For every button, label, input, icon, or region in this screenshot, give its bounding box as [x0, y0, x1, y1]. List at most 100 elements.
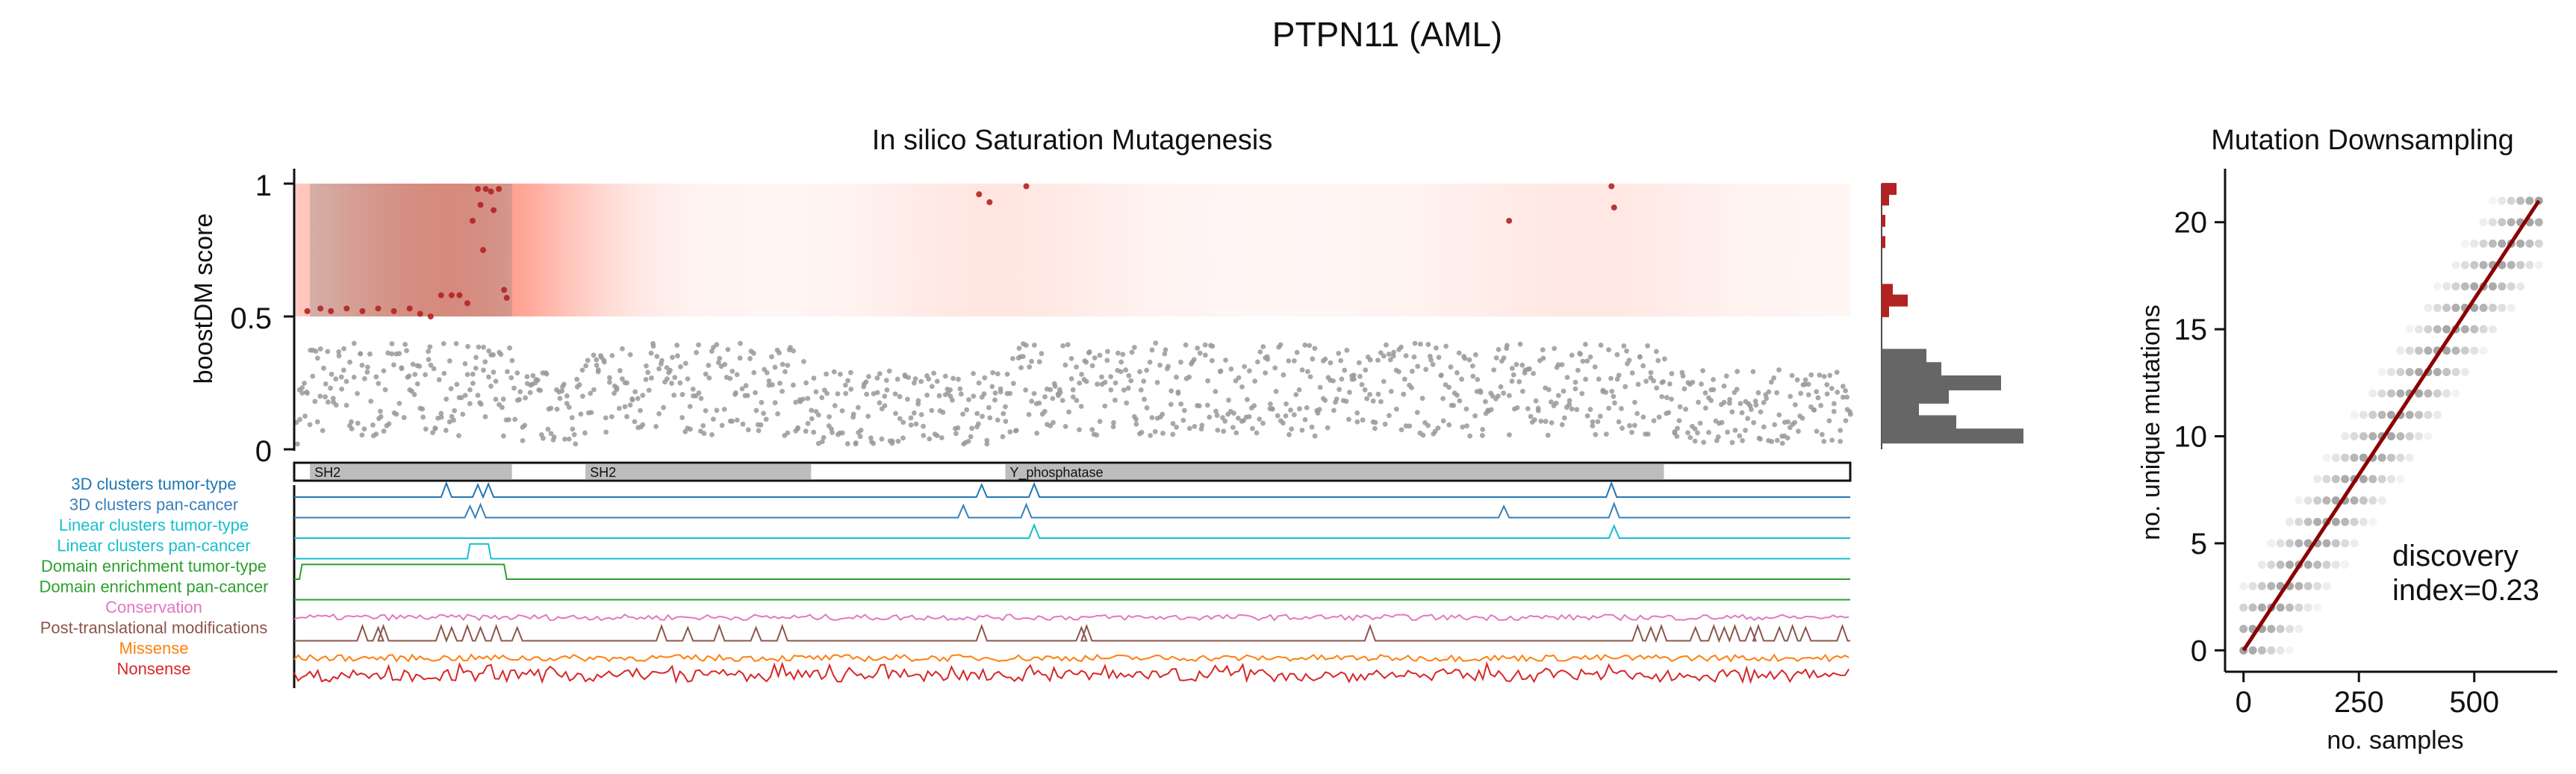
- passenger-point: [1351, 376, 1357, 382]
- score-histogram: [1881, 183, 2023, 449]
- downsampling-panel: Mutation Downsampling no. unique mutatio…: [2137, 125, 2557, 755]
- passenger-point: [1312, 346, 1318, 352]
- downsample-point: [2433, 367, 2442, 376]
- passenger-point: [1584, 413, 1590, 419]
- passenger-point: [1696, 399, 1701, 405]
- passenger-point: [1681, 386, 1687, 392]
- passenger-point: [1007, 429, 1013, 435]
- passenger-point: [1233, 430, 1239, 436]
- driver-point: [1611, 205, 1617, 211]
- downsample-point: [2516, 196, 2525, 205]
- passenger-point: [1438, 372, 1444, 378]
- passenger-point: [1192, 423, 1198, 429]
- passenger-point: [1293, 392, 1299, 398]
- passenger-point: [1776, 367, 1782, 372]
- driver-point: [375, 305, 382, 312]
- passenger-point: [336, 353, 342, 359]
- downsample-point: [2479, 218, 2488, 227]
- downsample-point: [2295, 517, 2303, 526]
- passenger-point: [576, 382, 582, 387]
- downsample-point: [2322, 561, 2331, 569]
- downsample-point: [2387, 432, 2395, 441]
- passenger-point: [1412, 340, 1418, 346]
- passenger-point: [1378, 399, 1384, 405]
- passenger-point: [603, 429, 609, 435]
- passenger-point: [1110, 424, 1116, 430]
- hist-passenger-bar: [1882, 428, 2023, 444]
- downsample-point: [2451, 303, 2460, 312]
- passenger-point: [1533, 398, 1539, 404]
- passenger-point: [338, 374, 344, 380]
- passenger-point: [1283, 413, 1289, 419]
- passenger-point: [591, 352, 597, 358]
- passenger-point: [924, 392, 930, 398]
- downsample-point: [2525, 260, 2534, 269]
- passenger-point: [1675, 425, 1680, 431]
- passenger-point: [573, 441, 579, 447]
- passenger-point: [1027, 364, 1033, 370]
- passenger-point: [1307, 343, 1313, 349]
- passenger-point: [607, 375, 612, 381]
- passenger-point: [458, 395, 464, 401]
- passenger-point: [1198, 426, 1204, 432]
- passenger-point: [747, 356, 753, 361]
- driver-point: [488, 188, 494, 195]
- passenger-point: [508, 375, 514, 381]
- passenger-point: [1174, 374, 1179, 380]
- downsample-point: [2350, 517, 2359, 526]
- passenger-point: [714, 342, 720, 348]
- passenger-point: [1393, 406, 1399, 412]
- passenger-point: [1472, 413, 1478, 419]
- passenger-point: [520, 437, 526, 443]
- downsample-point: [2359, 496, 2368, 505]
- driver-point: [448, 292, 455, 299]
- passenger-point: [632, 419, 638, 425]
- passenger-point: [1435, 425, 1441, 431]
- downsample-point: [2239, 625, 2248, 634]
- passenger-point: [1296, 387, 1302, 393]
- passenger-point: [351, 340, 357, 346]
- passenger-point: [473, 365, 479, 371]
- downsample-point: [2534, 260, 2543, 269]
- passenger-point: [1269, 406, 1275, 412]
- passenger-point: [821, 434, 827, 440]
- passenger-point: [863, 379, 869, 385]
- downsample-point: [2368, 475, 2377, 484]
- domain-sh2-0: [310, 464, 512, 479]
- passenger-point: [877, 400, 883, 406]
- downsample-point: [2313, 496, 2322, 505]
- passenger-point: [803, 380, 809, 386]
- passenger-point: [1307, 374, 1313, 380]
- passenger-point: [648, 350, 654, 356]
- passenger-point: [1430, 361, 1436, 367]
- passenger-point: [1734, 387, 1740, 393]
- passenger-point: [491, 369, 497, 375]
- passenger-point: [1162, 351, 1168, 357]
- passenger-point: [1824, 391, 1830, 397]
- passenger-point: [882, 393, 888, 399]
- passenger-point: [1149, 347, 1155, 353]
- downsample-point: [2368, 389, 2377, 398]
- passenger-point: [644, 363, 649, 369]
- passenger-point: [1685, 430, 1690, 436]
- passenger-point: [1364, 396, 1369, 402]
- xtick-label: 500: [2449, 686, 2499, 719]
- hist-driver-bar: [1882, 294, 1908, 307]
- passenger-point: [582, 430, 588, 436]
- passenger-point: [895, 438, 901, 444]
- passenger-point: [1144, 405, 1150, 411]
- passenger-point: [1659, 393, 1665, 399]
- passenger-point: [864, 391, 870, 397]
- passenger-point: [865, 374, 871, 379]
- ytick-label: 0: [2191, 634, 2207, 667]
- downsample-point: [2350, 432, 2359, 441]
- passenger-point: [1095, 381, 1100, 387]
- downsample-point: [2322, 453, 2331, 462]
- passenger-point: [1627, 422, 1632, 428]
- track-3: [294, 543, 1850, 560]
- passenger-point: [809, 416, 815, 422]
- passenger-point: [874, 375, 880, 381]
- passenger-point: [1785, 435, 1791, 441]
- passenger-point: [843, 390, 849, 396]
- hist-driver-bar: [1882, 183, 1897, 196]
